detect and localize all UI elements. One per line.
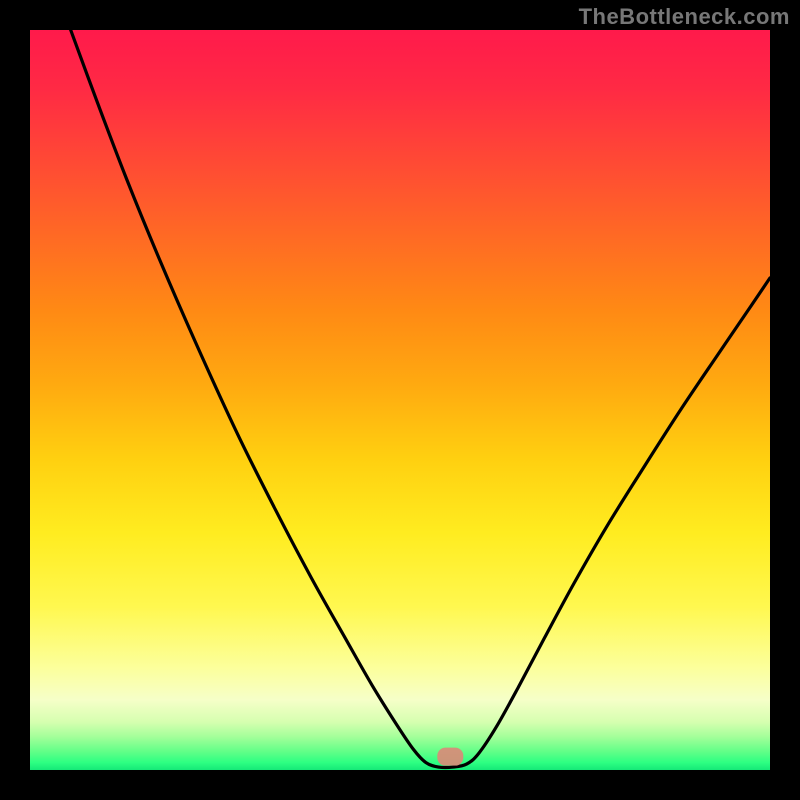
plot-area: [30, 30, 770, 770]
bottleneck-chart-svg: [0, 0, 800, 800]
optimum-marker: [437, 748, 463, 766]
source-watermark: TheBottleneck.com: [579, 4, 790, 30]
chart-frame: TheBottleneck.com: [0, 0, 800, 800]
